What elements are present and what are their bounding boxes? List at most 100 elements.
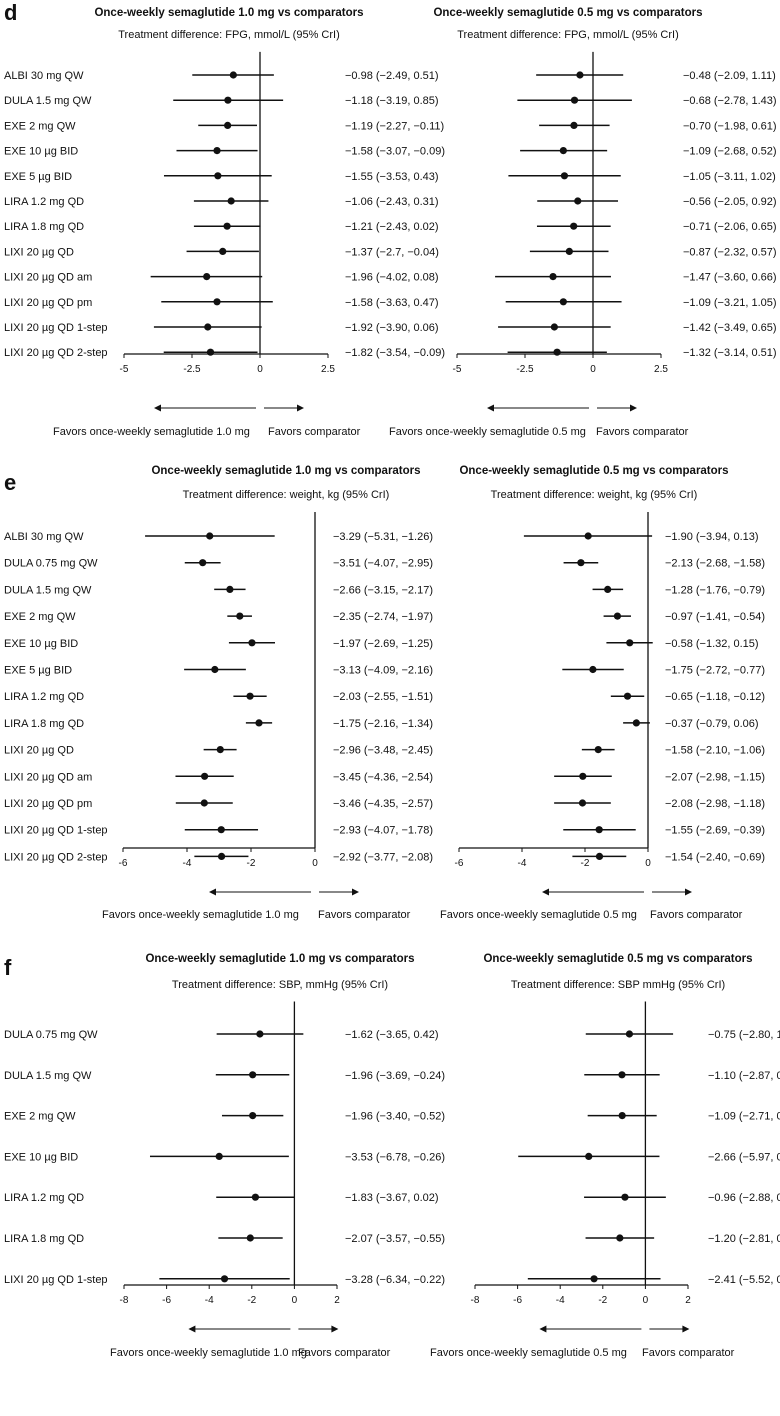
favors-left-label: Favors once-weekly semaglutide 1.0 mg (110, 1347, 307, 1359)
point-estimate (570, 222, 578, 230)
row-label: LIRA 1.8 mg QD (4, 221, 84, 233)
favors-left-arrowhead (487, 404, 494, 412)
row-label: LIXI 20 µg QD 1-step (4, 1274, 108, 1286)
row-label: EXE 2 mg QW (4, 1111, 76, 1123)
favors-right-label: Favors comparator (650, 909, 743, 921)
point-estimate (215, 1152, 223, 1160)
point-estimate (616, 1234, 624, 1242)
estimate-label: −0.70 (−1.98, 0.61) (683, 120, 777, 132)
estimate-label: −2.03 (−2.55, −1.51) (333, 691, 433, 703)
x-tick-label: -2 (247, 1295, 256, 1306)
subplot-subtitle: Treatment difference: SBP mmHg (95% CrI) (511, 979, 725, 991)
estimate-label: −2.92 (−3.77, −2.08) (333, 851, 433, 863)
favors-right-label: Favors comparator (596, 426, 689, 438)
point-estimate (199, 559, 207, 567)
estimate-label: −2.66 (−5.97, 0.66) (708, 1151, 780, 1163)
x-tick-label: 0 (292, 1295, 298, 1306)
point-estimate (200, 799, 208, 807)
point-estimate (559, 147, 567, 155)
x-tick-label: 2.5 (321, 364, 335, 375)
estimate-label: −1.20 (−2.81, 0.41) (708, 1233, 780, 1245)
point-estimate (632, 719, 640, 727)
point-estimate (570, 121, 578, 129)
estimate-label: −1.18 (−3.19, 0.85) (345, 95, 439, 107)
point-estimate (595, 826, 603, 834)
point-estimate (559, 298, 567, 306)
point-estimate (214, 172, 222, 180)
point-estimate (236, 612, 244, 620)
point-estimate (578, 799, 587, 807)
x-tick-label: 2 (334, 1295, 340, 1306)
row-label: LIRA 1.2 mg QD (4, 1192, 84, 1204)
favors-right-arrowhead (630, 404, 637, 412)
favors-right-label: Favors comparator (642, 1347, 735, 1359)
row-label: LIXI 20 µg QD am (4, 272, 92, 284)
row-label: EXE 10 µg BID (4, 1151, 78, 1163)
subplot-subtitle: Treatment difference: weight, kg (95% Cr… (491, 489, 698, 501)
estimate-label: −0.71 (−2.06, 0.65) (683, 221, 777, 233)
row-label: LIXI 20 µg QD 2-step (4, 347, 108, 359)
estimate-label: −1.28 (−1.76, −0.79) (665, 584, 765, 596)
estimate-label: −1.96 (−4.02, 0.08) (345, 272, 439, 284)
point-estimate (249, 1112, 257, 1120)
point-estimate (224, 121, 232, 129)
point-estimate (251, 1193, 260, 1201)
point-estimate (590, 1275, 598, 1283)
x-tick-label: -2 (598, 1295, 607, 1306)
estimate-label: −2.93 (−4.07, −1.78) (333, 825, 433, 837)
x-tick-label: 0 (257, 364, 263, 375)
point-estimate (216, 746, 224, 754)
point-estimate (574, 197, 582, 205)
estimate-label: −1.09 (−2.71, 0.53) (708, 1111, 780, 1123)
point-estimate (585, 1152, 593, 1160)
estimate-label: −1.06 (−2.43, 0.31) (345, 196, 439, 208)
row-label: DULA 1.5 mg QW (4, 1070, 92, 1082)
favors-left-arrowhead (209, 888, 216, 896)
x-tick-label: 0 (312, 858, 318, 869)
subplot-title: Once-weekly semaglutide 1.0 mg vs compar… (94, 7, 363, 19)
point-estimate (246, 692, 254, 700)
favors-left-arrowhead (539, 1325, 547, 1333)
favors-left-label: Favors once-weekly semaglutide 0.5 mg (430, 1347, 627, 1359)
x-tick-label: 0 (645, 858, 651, 869)
point-estimate (576, 71, 584, 79)
point-estimate (255, 719, 263, 727)
favors-right-arrowhead (297, 404, 304, 412)
estimate-label: −2.13 (−2.68, −1.58) (665, 558, 765, 570)
estimate-label: −1.92 (−3.90, 0.06) (345, 322, 439, 334)
favors-right-arrowhead (331, 1325, 339, 1333)
panel-letter-d: d (4, 0, 17, 25)
subplot-title: Once-weekly semaglutide 1.0 mg vs compar… (151, 465, 420, 477)
favors-left-arrowhead (154, 404, 161, 412)
estimate-label: −1.75 (−2.72, −0.77) (665, 665, 765, 677)
estimate-label: −0.98 (−2.49, 0.51) (345, 70, 439, 82)
point-estimate (579, 772, 587, 780)
point-estimate (203, 273, 211, 281)
point-estimate (227, 197, 235, 205)
favors-left-label: Favors once-weekly semaglutide 1.0 mg (53, 426, 250, 438)
point-estimate (211, 665, 219, 674)
x-tick-label: -5 (120, 364, 129, 375)
estimate-label: −1.09 (−2.68, 0.52) (683, 146, 777, 158)
point-estimate (604, 585, 612, 594)
row-label: LIXI 20 µg QD (4, 246, 74, 258)
favors-right-label: Favors comparator (268, 426, 361, 438)
point-estimate (621, 1193, 629, 1201)
point-estimate (570, 96, 579, 104)
estimate-label: −0.96 (−2.88, 0.96) (708, 1192, 780, 1204)
subplot-title: Once-weekly semaglutide 1.0 mg vs compar… (145, 953, 414, 965)
favors-right-arrowhead (352, 888, 359, 896)
point-estimate (201, 772, 209, 780)
row-label: LIXI 20 µg QD pm (4, 798, 92, 810)
row-label: LIRA 1.2 mg QD (4, 196, 84, 208)
x-tick-label: -6 (513, 1295, 522, 1306)
x-tick-label: -6 (162, 1295, 171, 1306)
estimate-label: −2.66 (−3.15, −2.17) (333, 584, 433, 596)
estimate-label: −3.53 (−6.78, −0.26) (345, 1151, 445, 1163)
estimate-label: −1.75 (−2.16, −1.34) (333, 718, 433, 730)
favors-right-arrowhead (682, 1325, 690, 1333)
x-tick-label: -2.5 (183, 364, 201, 375)
estimate-label: −1.62 (−3.65, 0.42) (345, 1029, 439, 1041)
row-label: DULA 1.5 mg QW (4, 584, 92, 596)
estimate-label: −3.51 (−4.07, −2.95) (333, 558, 433, 570)
